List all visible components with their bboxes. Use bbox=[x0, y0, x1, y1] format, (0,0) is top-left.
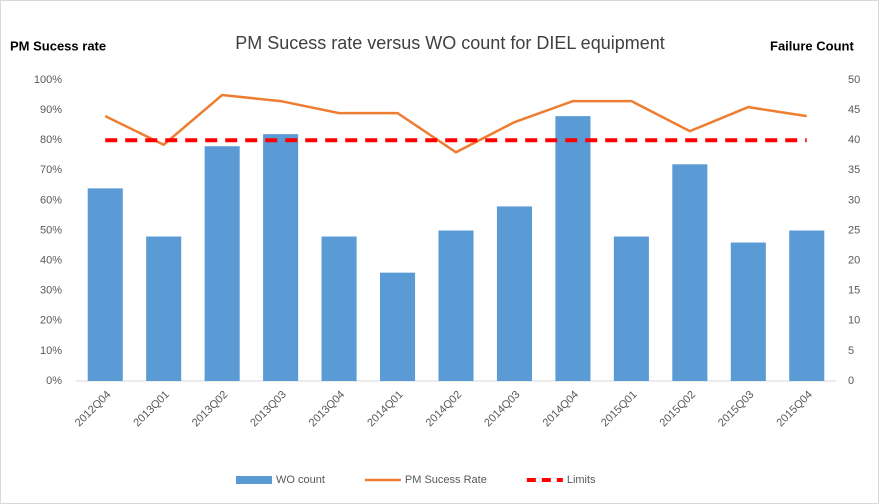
bar bbox=[730, 242, 766, 381]
y-tick-label: 90% bbox=[40, 104, 62, 116]
y2-tick-label: 15 bbox=[848, 285, 860, 297]
y-tick-label: 60% bbox=[40, 194, 62, 206]
bar bbox=[380, 272, 416, 381]
legend-swatch bbox=[236, 476, 272, 484]
y-tick-label: 10% bbox=[40, 345, 62, 357]
y2-tick-label: 25 bbox=[848, 224, 860, 236]
legend-label: Limits bbox=[567, 474, 596, 486]
y-tick-label: 70% bbox=[40, 164, 62, 176]
y2-tick-label: 20 bbox=[848, 255, 860, 267]
y-tick-label: 40% bbox=[40, 255, 62, 267]
y-tick-label: 100% bbox=[34, 74, 62, 86]
legend-label: PM Sucess Rate bbox=[405, 474, 487, 486]
bar bbox=[204, 146, 240, 381]
y2-tick-label: 0 bbox=[848, 375, 854, 387]
bar bbox=[555, 116, 591, 382]
bar bbox=[438, 230, 474, 381]
y2-tick-label: 45 bbox=[848, 104, 860, 116]
y2-tick-label: 35 bbox=[848, 164, 860, 176]
bar bbox=[263, 134, 299, 381]
chart-title: PM Sucess rate versus WO count for DIEL … bbox=[235, 33, 665, 53]
y2-tick-label: 10 bbox=[848, 315, 860, 327]
bar bbox=[87, 188, 123, 381]
bar bbox=[496, 206, 532, 381]
y-axis-title: PM Sucess rate bbox=[10, 38, 106, 53]
y-tick-label: 50% bbox=[40, 224, 62, 236]
bar bbox=[613, 236, 649, 381]
bar bbox=[146, 236, 182, 381]
bar bbox=[672, 164, 708, 381]
y2-tick-label: 50 bbox=[848, 74, 860, 86]
bar bbox=[789, 230, 825, 381]
line bbox=[104, 93, 807, 154]
y-tick-label: 30% bbox=[40, 285, 62, 297]
y-tick-label: 20% bbox=[40, 315, 62, 327]
bar bbox=[321, 236, 357, 381]
y2-axis-title: Failure Count bbox=[770, 38, 854, 53]
legend-label: WO count bbox=[276, 474, 325, 486]
y-tick-label: 0% bbox=[46, 375, 62, 387]
y2-tick-label: 30 bbox=[848, 194, 860, 206]
y2-tick-label: 40 bbox=[848, 134, 860, 146]
y-tick-label: 80% bbox=[40, 134, 62, 146]
y2-tick-label: 5 bbox=[848, 345, 854, 357]
